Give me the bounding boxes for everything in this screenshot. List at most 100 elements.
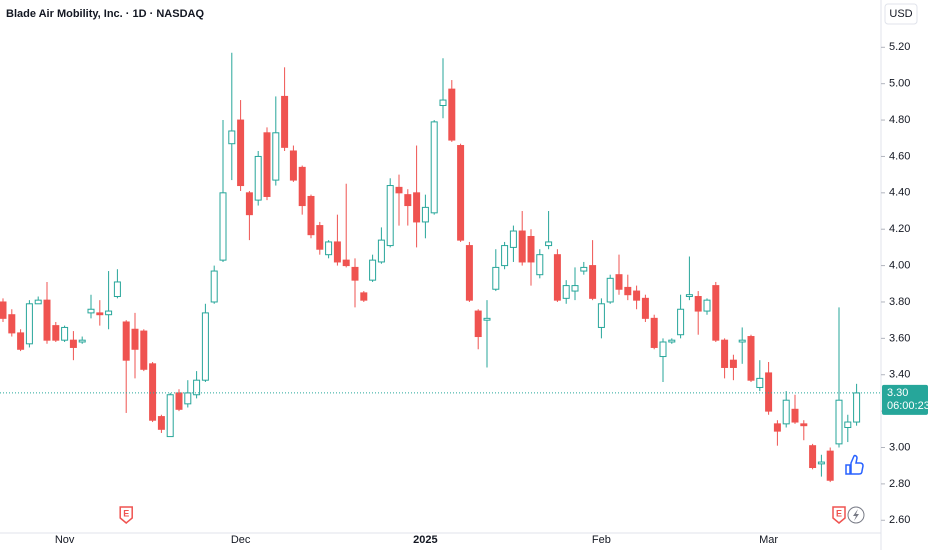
candle-body <box>289 150 297 181</box>
candle-body <box>721 339 729 368</box>
candle-body <box>157 416 165 430</box>
candle-body <box>272 132 280 181</box>
candle-body <box>298 166 306 207</box>
candle-body <box>729 359 737 368</box>
x-tick-label: Nov <box>55 534 75 546</box>
countdown-label: 06:00:23 <box>887 400 930 412</box>
y-tick-label: 4.20 <box>889 223 910 235</box>
candle-body <box>149 363 157 421</box>
candle-body <box>87 308 95 314</box>
y-tick-label: 4.40 <box>889 187 910 199</box>
candle-body <box>237 119 245 187</box>
candle-body <box>421 206 429 223</box>
candle-body <box>457 145 465 241</box>
y-tick-label: 4.60 <box>889 150 910 162</box>
candle-body <box>606 277 614 303</box>
x-tick-label: Dec <box>231 534 251 546</box>
like-icon[interactable] <box>845 454 864 475</box>
candle-body <box>677 308 685 336</box>
candle-body <box>650 317 658 348</box>
x-tick-label: 2025 <box>413 534 437 546</box>
y-tick-label: 2.80 <box>889 478 910 490</box>
candle-body <box>395 186 403 194</box>
candle-body <box>333 241 341 263</box>
candle-body <box>105 310 113 316</box>
candle-body <box>113 281 121 298</box>
candle-body <box>545 241 553 247</box>
candle-body <box>17 332 25 350</box>
candle-body <box>800 423 808 427</box>
candle-body <box>69 339 77 348</box>
candle-body <box>536 254 544 276</box>
candle-body <box>571 285 579 292</box>
candle-body <box>210 270 218 303</box>
candle-body <box>377 239 385 263</box>
candle-body <box>228 130 236 145</box>
y-tick-label: 4.80 <box>889 114 910 126</box>
candle-body <box>501 245 509 267</box>
candle-body <box>483 317 491 321</box>
candle-body <box>193 379 201 396</box>
candle-body <box>184 392 192 405</box>
earnings-badge <box>832 506 846 524</box>
candle-body <box>791 408 799 423</box>
candle-body <box>307 195 315 236</box>
candle-body <box>633 290 641 301</box>
candle-body <box>166 394 174 438</box>
y-tick-label: 5.20 <box>889 41 910 53</box>
y-tick-label: 3.00 <box>889 441 910 453</box>
candle-body <box>219 192 227 261</box>
candle-body <box>360 292 368 301</box>
candle-body <box>562 285 570 299</box>
candle-body <box>703 299 711 312</box>
candle-body <box>765 372 773 412</box>
earnings-label: E <box>836 508 842 518</box>
y-tick-label: 4.00 <box>889 259 910 271</box>
candle-body <box>175 392 183 410</box>
candle-body <box>694 296 702 312</box>
candle-body <box>25 303 33 345</box>
y-tick-label: 5.00 <box>889 78 910 90</box>
candle-body <box>465 245 473 301</box>
candle-body <box>747 336 755 381</box>
candle-body <box>8 314 16 334</box>
candle-body <box>773 423 781 432</box>
candle-body <box>413 192 421 223</box>
currency-box[interactable] <box>884 3 918 25</box>
candle-body <box>52 325 60 341</box>
candle-body <box>0 301 7 319</box>
thumbs-up[interactable] <box>845 454 864 475</box>
candle-body <box>430 121 438 214</box>
earnings-marker[interactable]: E <box>832 506 846 524</box>
candle-body <box>61 326 69 341</box>
candle-body <box>589 265 597 299</box>
candle-body <box>263 132 271 197</box>
candle-body <box>122 321 130 361</box>
candle-body <box>34 299 42 305</box>
earnings-badge <box>119 506 133 524</box>
lightning-icon[interactable] <box>847 506 865 524</box>
candle-body <box>817 461 825 465</box>
lightning-bolt[interactable] <box>853 509 859 521</box>
candle-body <box>369 259 377 281</box>
currency-label[interactable]: USD <box>889 8 912 20</box>
candle-body <box>509 230 517 248</box>
candle-body <box>43 299 51 341</box>
y-tick-label: 3.40 <box>889 369 910 381</box>
candle-body <box>580 266 588 272</box>
candle-body <box>342 259 350 267</box>
candle-body <box>140 330 148 370</box>
candle-body <box>518 230 526 263</box>
candle-body <box>439 99 447 107</box>
price-label: 3.30 <box>887 387 908 399</box>
candle-body <box>404 194 412 207</box>
candle-body <box>659 341 667 358</box>
candle-body <box>96 312 104 316</box>
x-tick-label: Mar <box>759 534 778 546</box>
candle-body <box>624 286 632 296</box>
candle-body <box>782 399 790 425</box>
candle-body <box>78 339 86 343</box>
candle-body <box>527 235 535 263</box>
candle-body <box>809 445 817 469</box>
earnings-marker[interactable]: E <box>119 506 133 524</box>
